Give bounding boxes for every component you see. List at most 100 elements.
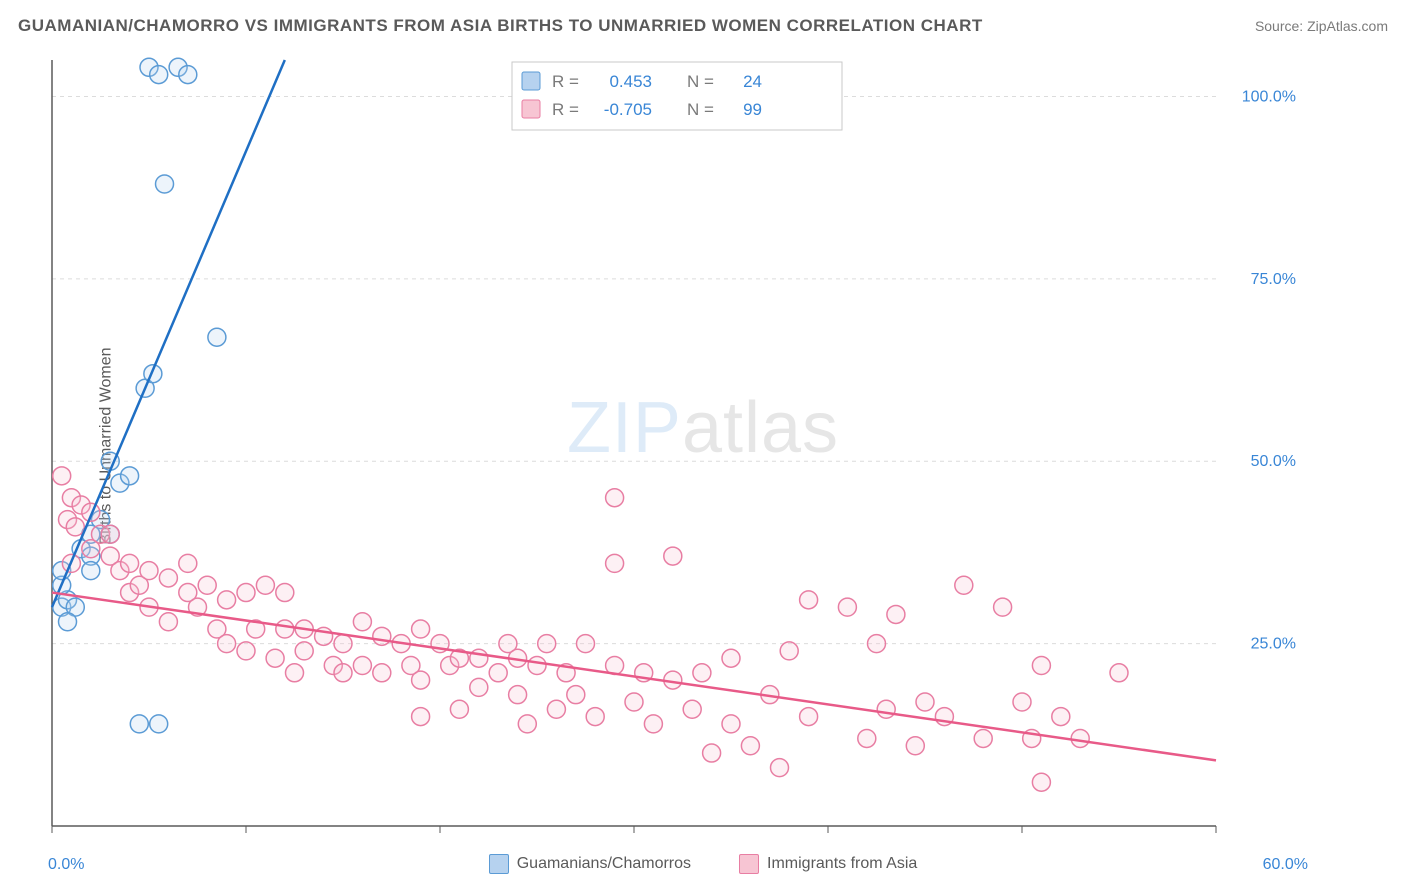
data-point: [722, 649, 740, 667]
data-point: [353, 613, 371, 631]
data-point: [353, 657, 371, 675]
data-point: [683, 700, 701, 718]
data-point: [334, 635, 352, 653]
data-point: [286, 664, 304, 682]
data-point: [780, 642, 798, 660]
data-point: [722, 715, 740, 733]
data-point: [140, 562, 158, 580]
stats-r-value: -0.705: [604, 100, 652, 119]
data-point: [664, 547, 682, 565]
y-tick-label: 75.0%: [1251, 271, 1296, 288]
data-point: [606, 554, 624, 572]
data-point: [625, 693, 643, 711]
data-point: [528, 657, 546, 675]
data-point: [703, 744, 721, 762]
data-point: [130, 715, 148, 733]
chart-title: GUAMANIAN/CHAMORRO VS IMMIGRANTS FROM AS…: [18, 16, 983, 36]
data-point: [373, 627, 391, 645]
data-point: [1013, 693, 1031, 711]
data-point: [858, 729, 876, 747]
stats-n-label: N =: [687, 72, 714, 91]
data-point: [1071, 729, 1089, 747]
legend-swatch-icon: [739, 854, 759, 874]
data-point: [237, 584, 255, 602]
data-point: [82, 562, 100, 580]
data-point: [868, 635, 886, 653]
data-point: [693, 664, 711, 682]
data-point: [994, 598, 1012, 616]
y-tick-label: 100.0%: [1242, 88, 1296, 105]
stats-r-value: 0.453: [609, 72, 652, 91]
data-point: [450, 700, 468, 718]
data-point: [1052, 708, 1070, 726]
data-point: [266, 649, 284, 667]
data-point: [53, 467, 71, 485]
y-tick-label: 25.0%: [1251, 636, 1296, 653]
data-point: [198, 576, 216, 594]
data-point: [276, 584, 294, 602]
data-point: [159, 613, 177, 631]
correlation-chart: 25.0%50.0%75.0%100.0%R =0.453N =24R =-0.…: [48, 48, 1306, 838]
data-point: [237, 642, 255, 660]
data-point: [538, 635, 556, 653]
bottom-legend: Guamanians/Chamorros Immigrants from Asi…: [0, 854, 1406, 874]
data-point: [412, 671, 430, 689]
data-point: [159, 569, 177, 587]
stats-swatch-icon: [522, 72, 540, 90]
data-point: [208, 328, 226, 346]
data-point: [906, 737, 924, 755]
data-point: [518, 715, 536, 733]
data-point: [567, 686, 585, 704]
data-point: [974, 729, 992, 747]
legend-label: Guamanians/Chamorros: [517, 855, 691, 873]
legend-label: Immigrants from Asia: [767, 855, 917, 873]
data-point: [547, 700, 565, 718]
data-point: [150, 66, 168, 84]
data-point: [179, 554, 197, 572]
data-point: [179, 66, 197, 84]
data-point: [150, 715, 168, 733]
data-point: [256, 576, 274, 594]
data-point: [916, 693, 934, 711]
data-point: [955, 576, 973, 594]
y-tick-label: 50.0%: [1251, 453, 1296, 470]
data-point: [412, 620, 430, 638]
data-point: [887, 605, 905, 623]
data-point: [218, 591, 236, 609]
data-point: [838, 598, 856, 616]
data-point: [373, 664, 391, 682]
data-point: [1110, 664, 1128, 682]
data-point: [121, 467, 139, 485]
data-point: [66, 518, 84, 536]
legend-item-immigrants-asia: Immigrants from Asia: [739, 854, 917, 874]
data-point: [470, 678, 488, 696]
stats-n-label: N =: [687, 100, 714, 119]
data-point: [276, 620, 294, 638]
data-point: [606, 489, 624, 507]
legend-item-guamanians: Guamanians/Chamorros: [489, 854, 691, 874]
data-point: [1032, 773, 1050, 791]
trend-line: [52, 593, 1216, 761]
data-point: [121, 554, 139, 572]
data-point: [577, 635, 595, 653]
data-point: [800, 708, 818, 726]
stats-swatch-icon: [522, 100, 540, 118]
data-point: [412, 708, 430, 726]
data-point: [1032, 657, 1050, 675]
data-point: [771, 759, 789, 777]
data-point: [877, 700, 895, 718]
source-label: Source: ZipAtlas.com: [1255, 18, 1388, 34]
data-point: [156, 175, 174, 193]
data-point: [489, 664, 507, 682]
data-point: [218, 635, 236, 653]
stats-r-label: R =: [552, 72, 579, 91]
data-point: [82, 540, 100, 558]
data-point: [59, 613, 77, 631]
trend-line: [52, 60, 285, 607]
stats-r-label: R =: [552, 100, 579, 119]
data-point: [741, 737, 759, 755]
data-point: [644, 715, 662, 733]
data-point: [800, 591, 818, 609]
data-point: [101, 525, 119, 543]
legend-swatch-icon: [489, 854, 509, 874]
